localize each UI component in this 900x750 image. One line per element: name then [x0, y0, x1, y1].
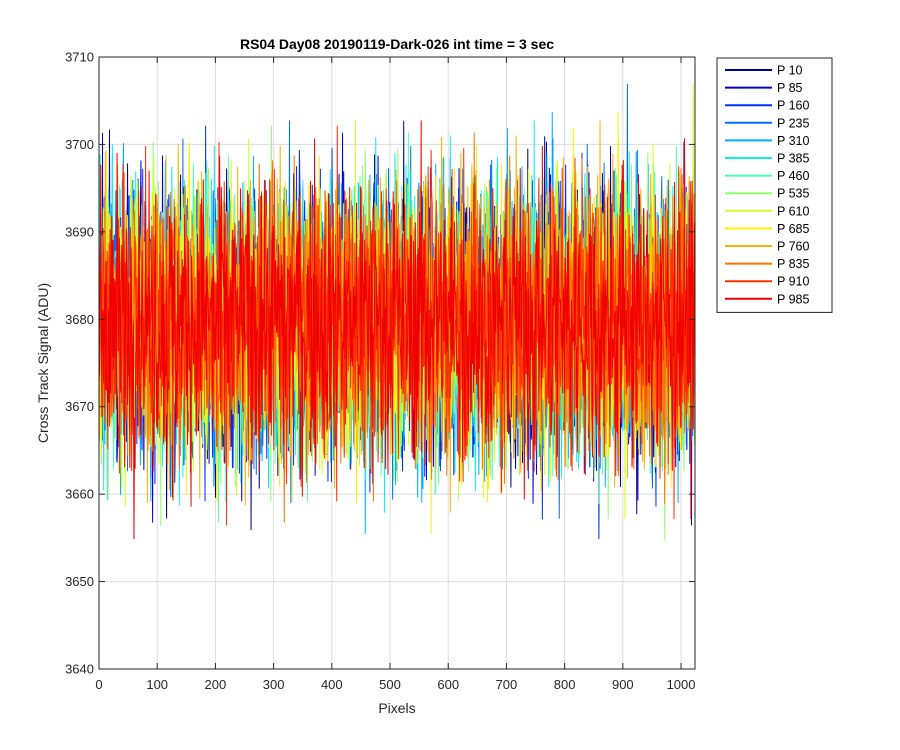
y-tick-label: 3700 — [65, 137, 94, 152]
x-tick-label: 100 — [146, 677, 168, 692]
y-axis-label: Cross Track Signal (ADU) — [35, 283, 51, 443]
x-tick-label: 500 — [379, 677, 401, 692]
x-tick-label: 200 — [205, 677, 227, 692]
x-tick-label: 800 — [554, 677, 576, 692]
legend-label: P 535 — [777, 187, 809, 201]
legend-label: P 10 — [777, 64, 803, 78]
y-tick-label: 3640 — [65, 662, 94, 677]
legend: P 10 P 85 P 160 P 235 P 310 P 385 P 460 P 535 P … — [716, 57, 833, 313]
legend-box — [716, 57, 833, 313]
y-tick-label: 3670 — [65, 399, 94, 414]
y-tick-label: 3690 — [65, 224, 94, 239]
x-tick-label: 700 — [496, 677, 518, 692]
x-axis-label: Pixels — [378, 700, 415, 716]
legend-label: P 235 — [777, 116, 809, 130]
legend-label: P 685 — [777, 222, 809, 236]
legend-label: P 460 — [777, 169, 809, 183]
x-tick-label: 600 — [437, 677, 459, 692]
legend-label: P 610 — [777, 204, 809, 218]
axis-ticks: 0 100 200 300 400 500 600 700 800 900 1000 3640 3650… — [65, 50, 695, 693]
legend-label: P 385 — [777, 152, 809, 166]
legend-label: P 160 — [777, 99, 809, 113]
series-line — [98, 120, 696, 540]
x-tick-label: 0 — [95, 677, 102, 692]
y-tick-label: 3710 — [65, 50, 94, 65]
x-tick-label: 400 — [321, 677, 343, 692]
legend-label: P 85 — [777, 81, 803, 95]
legend-label: P 910 — [777, 275, 809, 289]
y-tick-label: 3660 — [65, 487, 94, 502]
x-tick-label: 900 — [612, 677, 634, 692]
series-lines — [98, 83, 696, 540]
x-tick-label: 1000 — [667, 677, 696, 692]
legend-label: P 310 — [777, 134, 809, 148]
legend-label: P 835 — [777, 257, 809, 271]
legend-label: P 760 — [777, 240, 809, 254]
y-tick-label: 3680 — [65, 312, 94, 327]
y-tick-label: 3650 — [65, 574, 94, 589]
plot-border — [98, 56, 696, 670]
legend-label: P 985 — [777, 292, 809, 306]
chart-title: RS04 Day08 20190119-Dark-026 int time = … — [240, 36, 554, 52]
x-tick-label: 300 — [263, 677, 285, 692]
